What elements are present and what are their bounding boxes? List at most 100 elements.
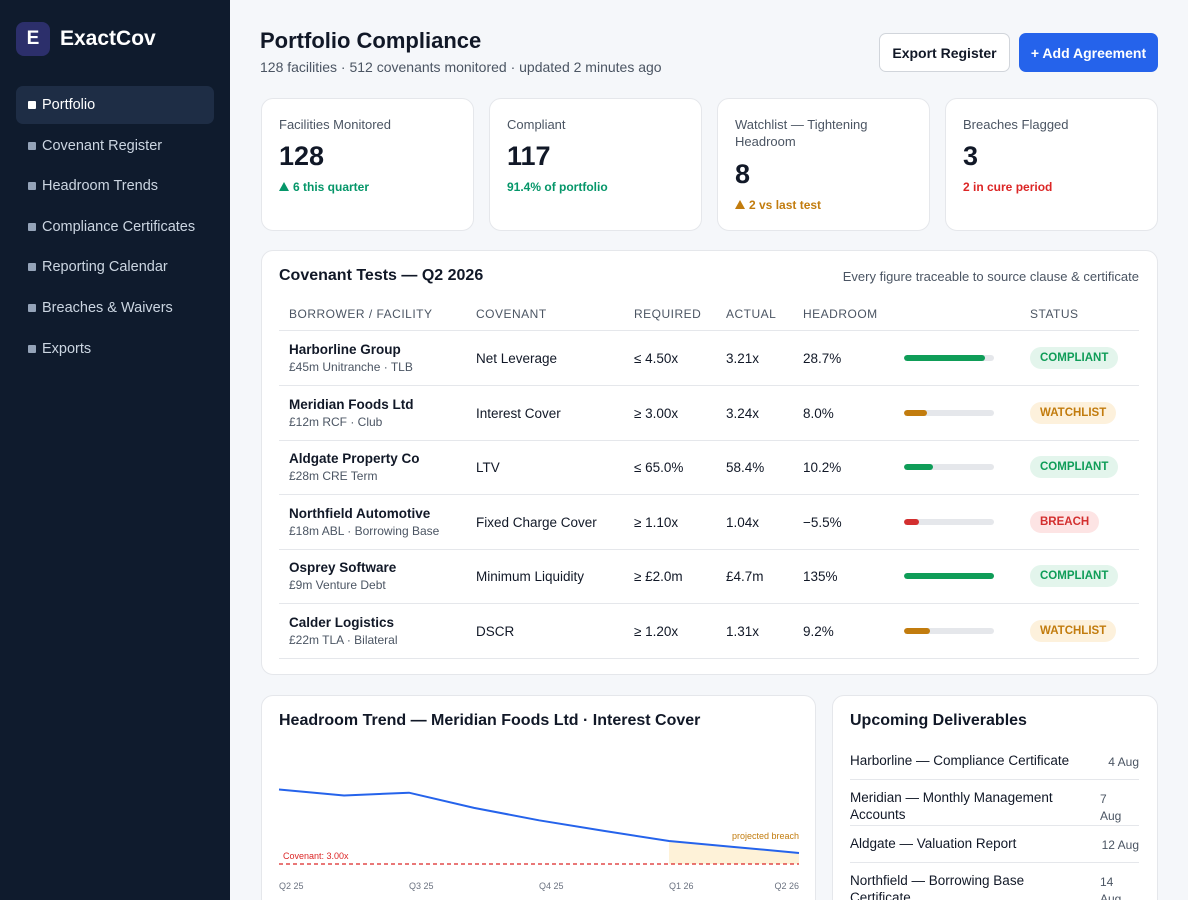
headroom-track [904, 409, 994, 416]
required: ≥ £2.0m [634, 569, 683, 584]
table-card [261, 250, 1158, 675]
headroom-bar [904, 464, 933, 470]
borrower: Aldgate Property Co [289, 451, 420, 466]
chart-title: Headroom Trend — Meridian Foods Ltd · In… [279, 712, 701, 729]
covenant-label: Covenant: 3.00x [283, 851, 349, 861]
kpi-card [489, 98, 702, 231]
brand-logo: E [16, 22, 50, 56]
headroom-bar [904, 627, 930, 634]
borrower: Meridian Foods Ltd [289, 396, 414, 412]
nav-label: Exports [42, 340, 92, 357]
headroom-track [904, 627, 994, 634]
deliverable-rule [850, 779, 1139, 780]
column-header: HEADROOM [803, 307, 878, 321]
nav-item[interactable]: Headroom Trends [16, 167, 214, 205]
nav-icon [28, 304, 36, 312]
kpi-label: Watchlist — Tightening Headroom [735, 117, 868, 149]
header-rule [279, 330, 1139, 331]
actual: 3.21x [726, 351, 760, 366]
required: ≥ 1.20x [634, 623, 679, 639]
headroom: −5.5% [803, 514, 842, 530]
kpi-value: 3 [963, 141, 979, 171]
deliverables-title: Upcoming Deliverables [850, 712, 1027, 729]
kpi-delta: 6 this quarter [279, 180, 369, 194]
nav-label: Breaches & Waivers [42, 300, 173, 316]
covenant: DSCR [476, 623, 515, 639]
deliverable-date: 14 Aug [1100, 875, 1122, 900]
deliverable-rule [850, 862, 1139, 863]
deliverable-label: Harborline — Compliance Certificate [850, 753, 1070, 768]
borrower: Harborline Group [289, 342, 401, 357]
covenant: Interest Cover [476, 405, 561, 421]
nav-icon [28, 263, 36, 272]
nav-label: Covenant Register [42, 137, 163, 154]
chart-card [261, 695, 816, 900]
required: ≤ 65.0% [634, 460, 684, 475]
x-tick-label: Q1 26 [669, 881, 694, 891]
row-rule [279, 657, 1139, 659]
nav-item[interactable]: Breaches & Waivers [16, 289, 214, 327]
nav-icon [28, 182, 36, 191]
projected-area [669, 841, 799, 864]
page-subtitle: 128 facilities · 512 covenants monitored… [260, 59, 662, 75]
page-title: Portfolio Compliance [260, 28, 482, 53]
trend-line [278, 788, 800, 854]
headroom-track [904, 355, 994, 361]
delta-arrow [279, 182, 289, 191]
covenant: LTV [476, 460, 500, 475]
kpi-value: 128 [279, 141, 325, 171]
facility: £12m RCF · Club [289, 414, 383, 429]
nav-label: Compliance Certificates [42, 218, 196, 235]
deliverable-date: 7 Aug [1100, 792, 1122, 823]
add-button[interactable]: + Add Agreement [1019, 33, 1158, 72]
headroom-bar [904, 573, 994, 579]
kpi-delta: 2 in cure period [963, 180, 1052, 194]
annotation: projected breach [732, 831, 799, 841]
headroom-track [904, 464, 994, 470]
nav-item[interactable]: Reporting Calendar [16, 248, 214, 286]
actual: 58.4% [726, 460, 765, 475]
column-header: REQUIRED [634, 307, 702, 321]
headroom: 10.2% [803, 460, 842, 475]
actual: 1.04x [726, 514, 760, 530]
nav-label: Headroom Trends [42, 178, 159, 195]
nav-icon [28, 344, 36, 353]
deliverable-rule [850, 825, 1139, 826]
headroom: 8.0% [803, 405, 834, 421]
actual: £4.7m [726, 569, 764, 584]
status-badge: COMPLIANT [1030, 565, 1119, 587]
row-rule [279, 494, 1139, 495]
kpi-delta-text: 2 in cure period [963, 180, 1053, 194]
kpi-value: 8 [735, 159, 751, 189]
export-button[interactable]: Export Register [879, 33, 1010, 72]
facility: £45m Unitranche · TLB [289, 360, 413, 374]
x-tick-label: Q4 25 [539, 881, 564, 891]
kpi-value: 117 [507, 141, 551, 171]
kpi-delta: 2 vs last test [735, 198, 821, 212]
borrower: Calder Logistics [289, 614, 395, 630]
nav-item[interactable]: Covenant Register [16, 127, 214, 165]
sidebar [0, 0, 230, 900]
row-rule [279, 439, 1139, 441]
row-rule [279, 385, 1139, 386]
deliverable-label: Meridian — Monthly Management Accounts [850, 790, 1053, 822]
facility: £22m TLA · Bilateral [289, 632, 398, 647]
nav-item[interactable]: Compliance Certificates [16, 208, 214, 246]
status-badge: WATCHLIST [1030, 401, 1117, 424]
nav-item[interactable]: Portfolio [16, 86, 214, 124]
required: ≥ 3.00x [634, 405, 679, 421]
kpi-delta: 91.4% of portfolio [507, 180, 608, 194]
actual: 3.24x [726, 405, 760, 421]
brand-name: ExactCov [60, 27, 156, 50]
kpi-card [717, 98, 930, 231]
column-header: ACTUAL [726, 307, 777, 321]
nav-icon [28, 222, 36, 231]
borrower: Osprey Software [289, 560, 397, 575]
kpi-delta-text: 6 this quarter [293, 180, 370, 194]
x-tick-label: Q2 25 [279, 881, 304, 891]
nav-item[interactable]: Exports [16, 330, 214, 368]
column-header: COVENANT [476, 307, 547, 321]
headroom-bar [904, 518, 920, 525]
trend-chart: Covenant: 3.00x projected breach Q2 25 Q3 2… [278, 788, 800, 891]
